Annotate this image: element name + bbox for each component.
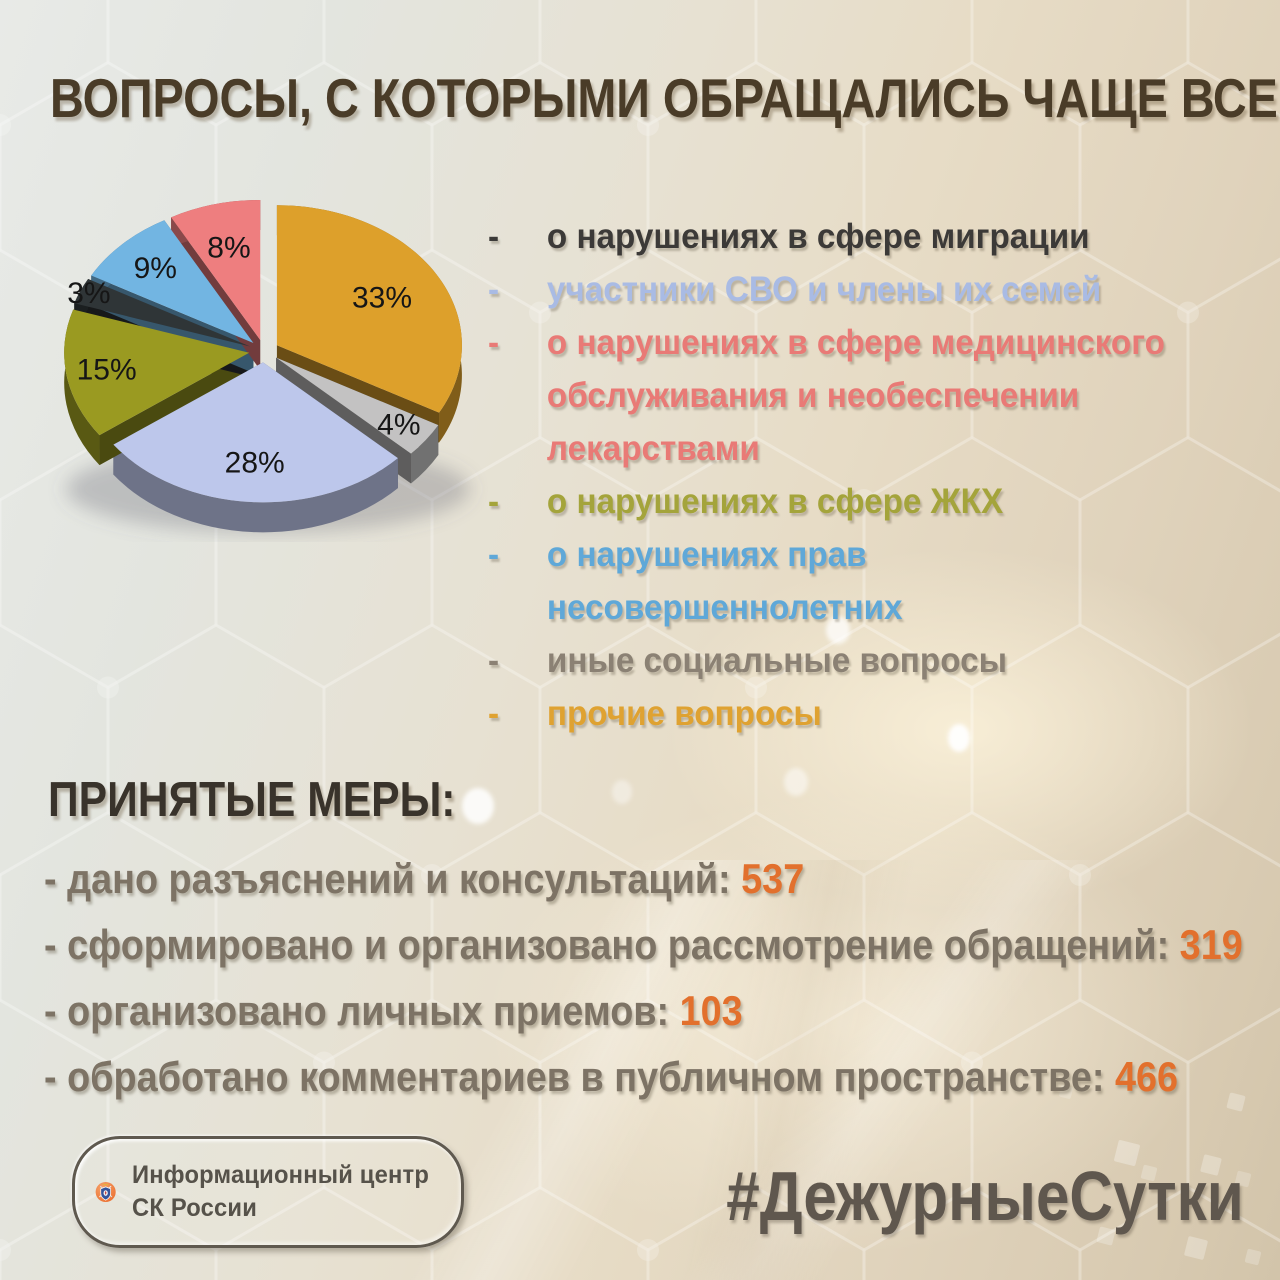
legend-item: - о нарушениях прав несовершеннолетних [488,528,1229,634]
measure-item: - обработано комментариев в публичном пр… [44,1044,1243,1110]
measure-item: - организовано личных приемов: 103 [44,978,1243,1044]
sk-logo-text: Информационный центр СК России [132,1159,429,1225]
pie-slice [91,220,254,343]
legend-label: прочие вопросы [546,694,822,733]
pie-chart: 33% 4% 28% 15% 3% 9% 8% [44,186,494,563]
measure-label: - сформировано и организовано рассмотрен… [44,921,1180,968]
sk-logo-line2: СК России [132,1194,258,1222]
legend-dash: - [488,270,500,309]
sk-logo-line1: Информационный центр [132,1161,430,1189]
measures-list: - дано разъяснений и консультаций: 537- … [44,846,1280,1110]
measure-value: 103 [679,987,743,1034]
pie-slice-label: 4% [377,409,420,442]
confetti [1183,1235,1209,1261]
measure-value: 537 [741,855,805,902]
legend-dash: - [488,482,500,521]
legend-dash: - [488,694,500,733]
sparkle-dot [784,768,808,796]
pie-slice [64,309,250,436]
measure-value: 319 [1179,921,1243,968]
legend-dash: - [488,641,500,680]
sk-logo-badge: Информационный центр СК России [72,1136,464,1248]
legend-item: - участники СВО и члены их семей [488,263,1229,316]
measure-value: 466 [1114,1053,1179,1100]
pie-slice [74,279,251,347]
pie-slice [276,205,462,413]
measures-heading: ПРИНЯТЫЕ МЕРЫ: [48,773,456,827]
legend-dash: - [488,323,500,362]
legend-label: о нарушениях прав несовершеннолетних [546,535,903,627]
legend-item: - о нарушениях в сфере ЖКХ [488,475,1229,528]
pie-slice-label: 28% [225,446,285,479]
sparkle-dot [612,780,632,804]
legend-item: - о нарушениях в сфере медицинского обслу… [488,316,1229,475]
legend-label: о нарушениях в сфере медицинского обслуж… [546,323,1165,468]
legend-label: участники СВО и члены их семей [546,270,1102,309]
legend-item: - прочие вопросы [488,687,1229,740]
sk-emblem-icon [95,1181,116,1203]
sparkle-dot [948,724,970,752]
legend-item: - иные социальные вопросы [488,634,1229,687]
page-title: ВОПРОСЫ, С КОТОРЫМИ ОБРАЩАЛИСЬ ЧАЩЕ ВСЕГ… [50,67,1280,129]
legend-dash: - [488,535,500,574]
legend-item: - о нарушениях в сфере миграции [488,210,1229,263]
confetti [1244,1248,1262,1266]
legend-label: о нарушениях в сфере ЖКХ [546,482,1004,521]
hashtag: #ДежурныеСутки [726,1157,1244,1235]
pie-slice-label: 8% [207,231,250,264]
measure-item: - сформировано и организовано рассмотрен… [44,912,1243,978]
sparkle-dot [826,616,850,644]
pie-slice-label: 33% [352,282,412,315]
pie-slice [276,357,439,454]
legend-dash: - [488,217,500,256]
pie-slice-label: 9% [134,252,177,285]
pie-slice-label: 3% [67,277,110,310]
pie-slice [171,200,261,341]
legend-label: о нарушениях в сфере миграции [546,217,1090,256]
pie-slice [113,362,398,503]
pie-legend: - о нарушениях в сфере миграции - участники… [488,210,1268,740]
pie-slice-label: 15% [77,353,137,386]
measure-label: - обработано комментариев в публичном пр… [44,1053,1115,1100]
measure-label: - дано разъяснений и консультаций: [44,855,742,902]
measure-label: - организовано личных приемов: [44,987,680,1034]
legend-label: иные социальные вопросы [546,641,1007,680]
measure-item: - дано разъяснений и консультаций: 537 [44,846,1243,912]
sparkle-dot [462,788,494,824]
